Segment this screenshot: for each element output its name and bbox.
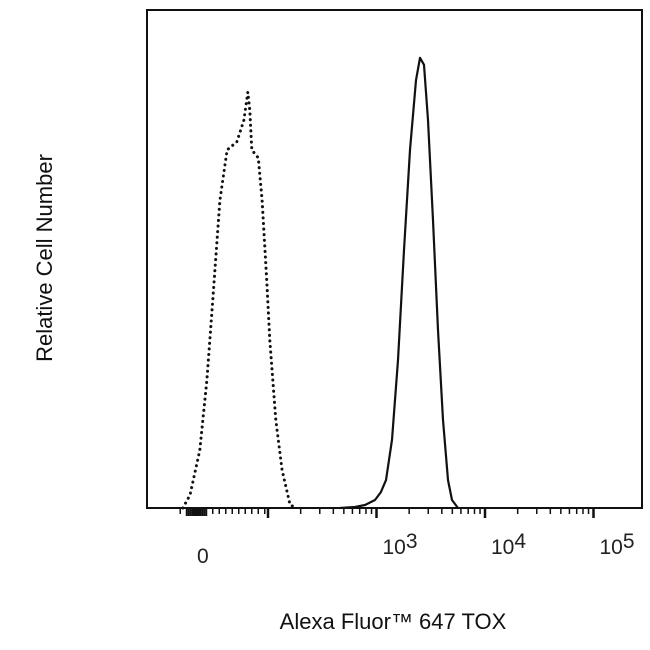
x-axis-label: Alexa Fluor™ 647 TOX [279, 609, 507, 634]
x-tick-label: 104 [491, 530, 526, 560]
x-tick-label: 103 [382, 530, 418, 560]
tick-exponent: 3 [405, 530, 418, 553]
y-axis-label: Relative Cell Number [32, 154, 57, 362]
x-tick-label: 0 [197, 545, 209, 569]
tick-base: 10 [599, 536, 623, 559]
x-axis-ticks [179, 508, 595, 518]
tick-base: 0 [197, 545, 209, 568]
series-solid-line [338, 56, 460, 510]
plot-frame [146, 9, 643, 509]
tick-base: 10 [491, 536, 515, 559]
series-group [181, 56, 460, 510]
x-tick-label: 105 [599, 530, 635, 560]
tick-exponent: 5 [622, 530, 635, 553]
tick-base: 10 [382, 536, 406, 559]
tick-exponent: 4 [514, 530, 527, 553]
series-dotted-line [181, 90, 299, 510]
